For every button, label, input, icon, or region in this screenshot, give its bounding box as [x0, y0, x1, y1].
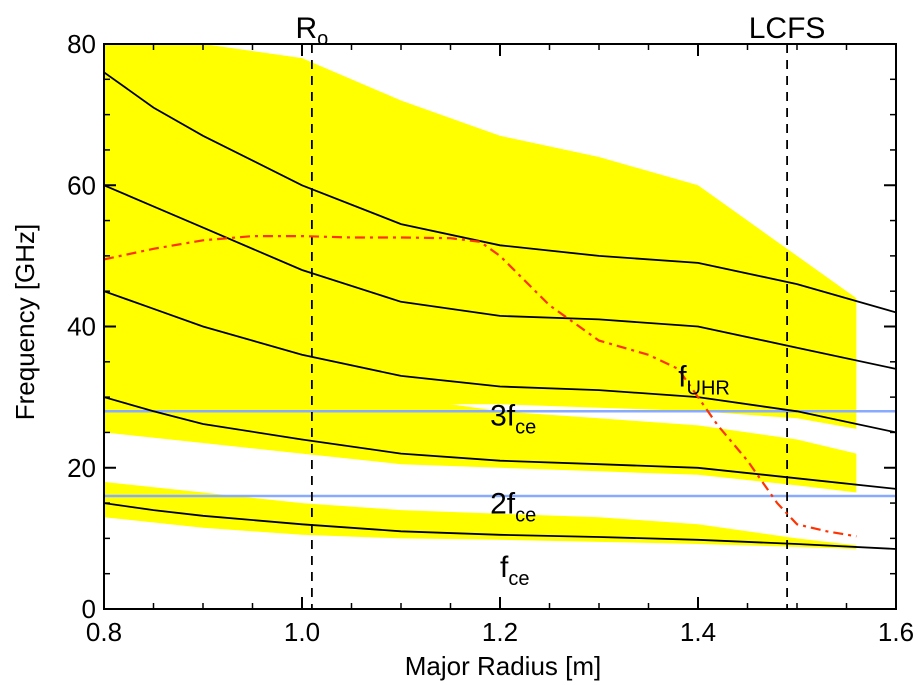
harmonic-curve-4: [104, 184, 896, 370]
harmonic-curve-2: [104, 396, 896, 490]
y-tick-label: 0: [82, 594, 96, 624]
x-tick-label: 1.6: [878, 617, 914, 647]
band-3: [104, 206, 857, 429]
annotation-2: 3fce: [490, 399, 536, 438]
vline-label-2: LCFS: [749, 12, 826, 45]
harmonic-curve-1: [104, 502, 896, 550]
curves-layer: [104, 71, 896, 550]
y-tick-label: 80: [67, 29, 96, 59]
y-tick-label: 40: [67, 312, 96, 342]
annotation-4: fce: [500, 551, 529, 590]
annotations-layer: fUHR 3fce 2fce fce: [490, 361, 730, 591]
harmonic-curve-5: [104, 71, 896, 314]
x-tick-label: 1.2: [482, 617, 518, 647]
ticks-layer: 0.8 1.0 1.2 1.4 1.6 0 20 40 60 80: [67, 29, 914, 647]
vline-label-1: Ro: [296, 12, 329, 50]
bands-layer: [104, 44, 857, 549]
x-tick-label: 1.4: [680, 617, 716, 647]
y-tick-label: 60: [67, 170, 96, 200]
annotation-1: fUHR: [678, 361, 730, 400]
annotation-3: 2fce: [490, 488, 536, 527]
x-tick-label: 1.0: [284, 617, 320, 647]
band-4: [104, 44, 857, 369]
uhr-curve: [104, 235, 857, 538]
band-1: [104, 481, 857, 549]
hlines-layer: [104, 410, 896, 498]
x-axis-label: Major Radius [m]: [405, 651, 602, 681]
y-axis-label: Frequency [GHz]: [10, 224, 40, 421]
x-tick-label: 0.8: [86, 617, 122, 647]
y-tick-label: 20: [67, 453, 96, 483]
harmonic-curve-3: [104, 290, 896, 434]
vlines-layer: Ro LCFS: [296, 12, 826, 609]
